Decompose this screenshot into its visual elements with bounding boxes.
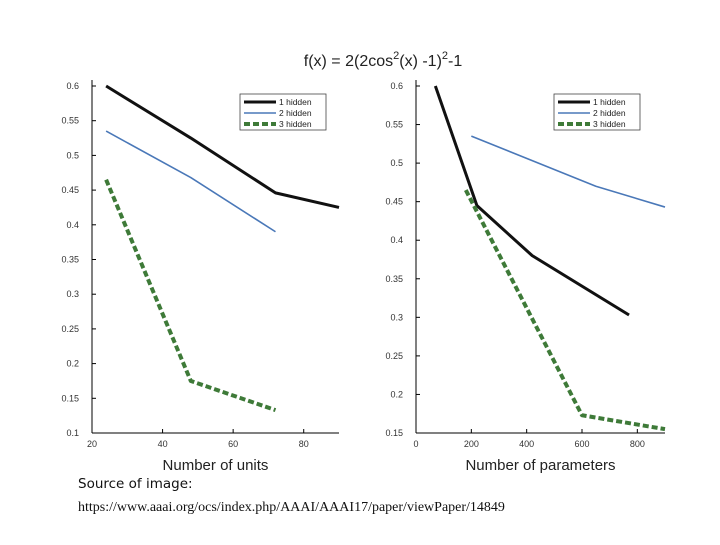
- y-tick-label: 0.5: [66, 150, 79, 160]
- y-tick-label: 0.2: [66, 359, 79, 369]
- y-tick-label: 0.55: [385, 120, 403, 130]
- x-tick-label: 800: [630, 439, 645, 449]
- y-tick-label: 0.4: [66, 220, 79, 230]
- x-tick-label: 60: [228, 439, 238, 449]
- x-tick-label: 200: [464, 439, 479, 449]
- chart-right: 0.15 0.2 0.25 0.3 0.35 0.4 0.45 0.5 0.55 0.6 0 200 4…: [385, 80, 666, 474]
- y-tick-label: 0.2: [390, 389, 403, 399]
- y-tick-label: 0.6: [66, 81, 79, 91]
- series-line-2-hidden: [471, 135, 666, 208]
- x-axis-label: Number of parameters: [465, 457, 615, 474]
- y-tick-label: 0.5: [390, 158, 403, 168]
- y-tick-label: 0.15: [61, 393, 79, 403]
- legend-label: 3 hidden: [593, 119, 626, 129]
- y-tick-label: 0.45: [385, 197, 403, 207]
- series-line-3-hidden: [464, 189, 666, 432]
- x-tick-label: 40: [158, 439, 168, 449]
- source-url: https://www.aaai.org/ocs/index.php/AAAI/…: [78, 500, 505, 515]
- y-tick-label: 0.55: [61, 116, 79, 126]
- y-tick-label: 0.15: [385, 428, 403, 438]
- series-line-1-hidden: [433, 85, 630, 317]
- y-tick-label: 0.1: [66, 428, 79, 438]
- y-tick-label: 0.35: [385, 274, 403, 284]
- y-tick-label: 0.6: [390, 81, 403, 91]
- y-tick-label: 0.35: [61, 255, 79, 265]
- legend-label: 2 hidden: [593, 108, 626, 118]
- y-tick-label: 0.45: [61, 185, 79, 195]
- y-tick-label: 0.3: [390, 312, 403, 322]
- y-tick-label: 0.4: [390, 235, 403, 245]
- legend-label: 3 hidden: [279, 119, 312, 129]
- series-line-3-hidden: [104, 178, 277, 412]
- series-line-1-hidden: [105, 84, 340, 209]
- x-tick-label: 0: [413, 439, 418, 449]
- y-tick-label: 0.25: [385, 351, 403, 361]
- figure-title: f(x) = 2(2cos2(x) -1)2-1: [304, 50, 463, 70]
- x-axis-label: Number of units: [163, 457, 269, 474]
- legend-label: 2 hidden: [279, 108, 312, 118]
- legend-label: 1 hidden: [593, 97, 626, 107]
- source-caption: Source of image:: [78, 476, 193, 492]
- x-tick-label: 20: [87, 439, 97, 449]
- legend-label: 1 hidden: [279, 97, 312, 107]
- x-tick-label: 600: [574, 439, 589, 449]
- series-line-2-hidden: [105, 130, 276, 233]
- x-tick-label: 400: [519, 439, 534, 449]
- chart-left: 0.1 0.15 0.2 0.25 0.3 0.35 0.4 0.45 0.5 0.55 0.6 20…: [61, 80, 340, 474]
- x-tick-label: 80: [299, 439, 309, 449]
- y-tick-label: 0.25: [61, 324, 79, 334]
- y-tick-label: 0.3: [66, 289, 79, 299]
